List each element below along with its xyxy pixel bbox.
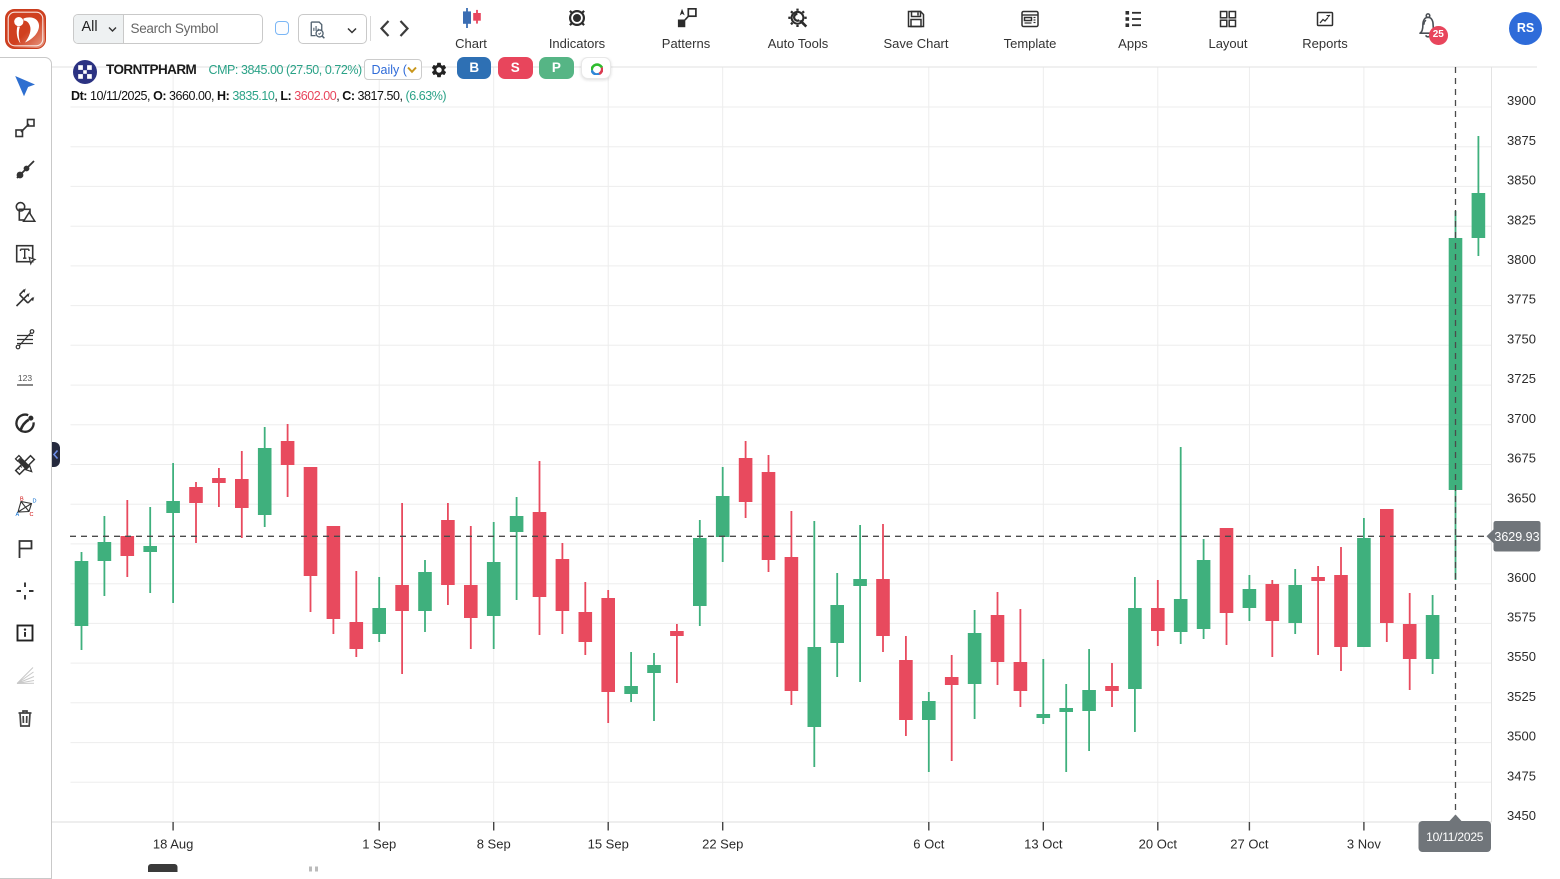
svg-text:8 Sep: 8 Sep [477, 837, 511, 852]
svg-text:3800: 3800 [1507, 252, 1536, 267]
svg-text:3850: 3850 [1507, 173, 1536, 188]
svg-text:3750: 3750 [1507, 331, 1536, 346]
svg-text:3700: 3700 [1507, 411, 1536, 426]
svg-text:10/11/2025: 10/11/2025 [1426, 830, 1484, 844]
svg-text:B: B [20, 497, 24, 503]
svg-text:3500: 3500 [1507, 729, 1536, 744]
svg-text:22 Sep: 22 Sep [702, 837, 743, 852]
svg-text:3825: 3825 [1507, 212, 1536, 227]
svg-text:1 Sep: 1 Sep [362, 837, 396, 852]
svg-text:3775: 3775 [1507, 292, 1536, 307]
svg-text:3475: 3475 [1507, 768, 1536, 783]
svg-text:3725: 3725 [1507, 371, 1536, 386]
svg-text:6 Oct: 6 Oct [913, 837, 944, 852]
svg-text:15 Sep: 15 Sep [588, 837, 629, 852]
svg-text:18 Aug: 18 Aug [153, 837, 194, 852]
svg-text:123: 123 [18, 373, 32, 383]
svg-text:D: D [33, 499, 37, 505]
svg-text:3600: 3600 [1507, 570, 1536, 585]
svg-text:3575: 3575 [1507, 610, 1536, 625]
svg-text:3650: 3650 [1507, 490, 1536, 505]
svg-text:3450: 3450 [1507, 808, 1536, 823]
svg-text:13 Oct: 13 Oct [1024, 837, 1063, 852]
svg-text:C: C [30, 512, 34, 518]
svg-text:3900: 3900 [1507, 93, 1536, 108]
svg-text:3525: 3525 [1507, 689, 1536, 704]
svg-text:3 Nov: 3 Nov [1347, 837, 1381, 852]
svg-text:27 Oct: 27 Oct [1230, 837, 1269, 852]
svg-text:3550: 3550 [1507, 649, 1536, 664]
svg-text:3675: 3675 [1507, 451, 1536, 466]
svg-text:20 Oct: 20 Oct [1139, 837, 1178, 852]
svg-text:A: A [16, 512, 20, 518]
svg-text:3629.93: 3629.93 [1494, 530, 1539, 544]
svg-text:3875: 3875 [1507, 133, 1536, 148]
